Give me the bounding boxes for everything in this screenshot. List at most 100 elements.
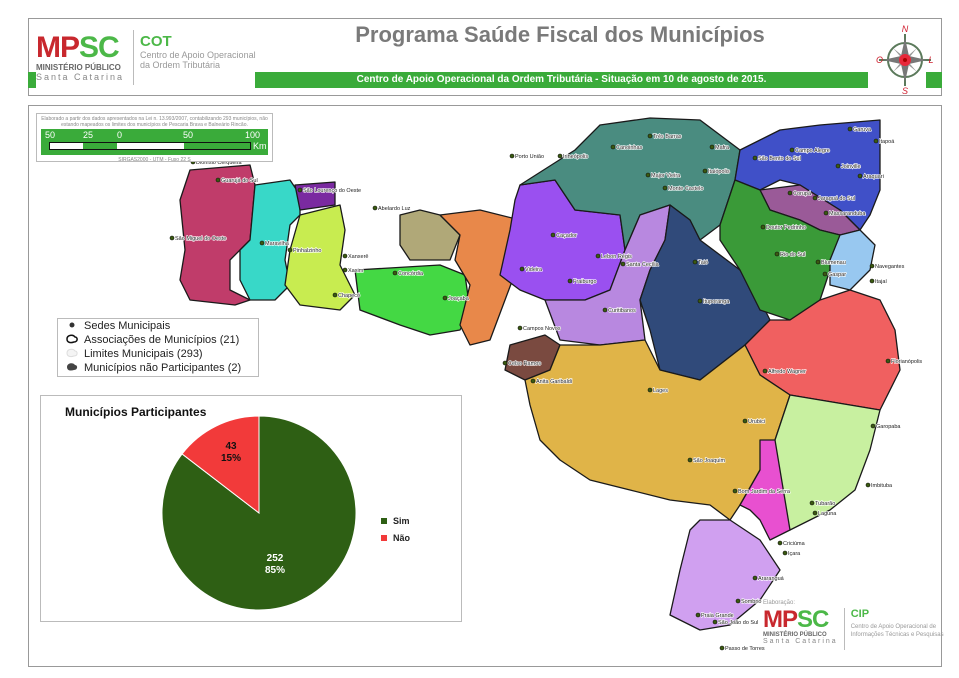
city-marker[interactable]: Anita Garibaldi xyxy=(530,378,573,386)
city-marker[interactable]: Videira xyxy=(519,266,544,274)
city-marker[interactable]: Gaspar xyxy=(822,271,847,279)
city-marker[interactable]: Itaiópolis xyxy=(702,168,731,176)
city-marker[interactable]: Imbituba xyxy=(865,482,894,490)
city-marker[interactable]: Concórdia xyxy=(392,270,425,278)
city-marker[interactable]: Pinhalzinho xyxy=(287,247,322,255)
city-marker[interactable]: Içara xyxy=(782,550,802,558)
region-foz-itajai[interactable] xyxy=(829,229,876,291)
city-marker[interactable]: Guarujá do Sul xyxy=(215,177,258,185)
city-marker[interactable]: Campo Alegre xyxy=(789,147,830,155)
city-marker[interactable]: Criciúma xyxy=(777,540,806,548)
city-label: Pinhalzinho xyxy=(293,248,321,254)
city-marker[interactable]: Lebon Régis xyxy=(595,253,633,261)
city-marker[interactable]: Curitibanos xyxy=(602,307,637,315)
city-marker[interactable]: Campos Novos xyxy=(517,325,561,333)
city-marker[interactable]: Doutor Pedrinho xyxy=(760,224,807,232)
city-marker[interactable]: Araranguá xyxy=(752,575,785,583)
city-marker[interactable]: Celso Ramos xyxy=(502,360,542,368)
sede-municipal-dot xyxy=(602,307,608,313)
city-marker[interactable]: Itajaí xyxy=(869,278,888,286)
city-marker[interactable]: Maravilha xyxy=(259,240,290,248)
city-marker[interactable]: Urubici xyxy=(742,418,766,426)
city-marker[interactable]: Mafra xyxy=(709,144,731,152)
region-noroeste-roxo[interactable] xyxy=(294,181,336,211)
city-marker[interactable]: Passo de Torres xyxy=(719,645,765,653)
pie-slice-sim xyxy=(161,415,357,611)
city-marker[interactable]: Xaxim xyxy=(342,267,364,275)
city-marker[interactable]: Corupá xyxy=(787,190,813,198)
sede-municipal-dot xyxy=(760,224,766,230)
region-meio-oeste-caqui[interactable] xyxy=(399,209,461,261)
city-marker[interactable]: São Miguel do Oeste xyxy=(169,235,227,243)
compass-n: N xyxy=(902,24,909,34)
city-marker[interactable]: Garopaba xyxy=(870,423,902,431)
pie-legend-sim: Sim xyxy=(381,516,410,526)
city-marker[interactable]: Joinville xyxy=(835,163,861,171)
sede-municipal-dot xyxy=(695,612,701,618)
city-marker[interactable]: Abelardo Luz xyxy=(372,205,411,213)
city-marker[interactable]: Irineópolis xyxy=(557,153,589,161)
city-marker[interactable]: São Lourenço do Oeste xyxy=(297,187,362,195)
city-marker[interactable]: Monte Castelo xyxy=(662,185,704,193)
city-marker[interactable]: Florianópolis xyxy=(885,358,923,366)
city-label: Chapecó xyxy=(338,293,360,299)
city-marker[interactable]: Araquari xyxy=(857,173,884,181)
city-marker[interactable]: Tubarão xyxy=(809,500,836,508)
sede-municipal-dot xyxy=(823,210,829,216)
city-marker[interactable]: Sombrio xyxy=(735,598,762,606)
city-marker[interactable]: Praia Grande xyxy=(695,612,734,620)
city-label: Fraiburgo xyxy=(573,279,597,285)
city-marker[interactable]: Caçador xyxy=(550,232,578,240)
city-marker[interactable]: Joaçaba xyxy=(442,295,470,303)
city-marker[interactable]: São Bento do Sul xyxy=(752,155,801,163)
city-marker[interactable]: Rio do Sul xyxy=(774,251,806,259)
city-marker[interactable]: Ituporanga xyxy=(697,298,731,306)
city-label: Doutor Pedrinho xyxy=(766,225,806,231)
city-marker[interactable]: Blumenau xyxy=(815,259,846,267)
city-marker[interactable]: Santa Cecília xyxy=(620,261,660,269)
city-marker[interactable]: Massaranduba xyxy=(823,210,867,218)
city-label: São Lourenço do Oeste xyxy=(303,188,361,194)
light-polygon-icon xyxy=(64,348,80,361)
unit-block: COT Centro de Apoio Operacional da Ordem… xyxy=(140,33,256,70)
region-oeste-amarelo[interactable] xyxy=(284,204,356,311)
city-marker[interactable]: Major Vieira xyxy=(645,172,682,180)
region-meio-oeste-verde[interactable] xyxy=(354,264,471,336)
sede-municipal-dot xyxy=(620,261,626,267)
city-label: Laguna xyxy=(818,511,837,517)
city-marker[interactable]: Xanxerê xyxy=(342,253,369,261)
city-label: Xanxerê xyxy=(348,254,369,260)
sede-municipal-dot xyxy=(702,168,708,174)
city-label: Criciúma xyxy=(783,541,806,547)
sede-municipal-dot xyxy=(885,358,891,364)
city-marker[interactable]: Jaraguá do Sul xyxy=(812,195,856,203)
city-marker[interactable]: Três Barras xyxy=(647,133,682,141)
city-marker[interactable]: Navegantes xyxy=(869,263,905,271)
legend-item: Municípios não Participantes (2) xyxy=(58,361,258,375)
city-marker[interactable]: Itapoá xyxy=(873,138,896,146)
city-marker[interactable]: Garuva xyxy=(847,126,873,134)
city-label: Gaspar xyxy=(828,272,846,278)
city-marker[interactable]: Porto União xyxy=(509,153,545,161)
sede-municipal-dot xyxy=(687,457,693,463)
sede-municipal-dot xyxy=(857,173,863,179)
sede-municipal-dot xyxy=(647,387,653,393)
city-marker[interactable]: Lages xyxy=(647,387,669,395)
city-label: Campos Novos xyxy=(523,326,561,332)
city-marker[interactable]: São João do Sul xyxy=(712,619,759,627)
city-marker[interactable]: Chapecó xyxy=(332,292,361,300)
sede-municipal-dot xyxy=(735,598,741,604)
city-marker[interactable]: Bom Jardim da Serra xyxy=(732,488,792,496)
region-medio-vale-itajai[interactable] xyxy=(719,179,841,321)
city-label: Araquari xyxy=(863,174,884,180)
city-marker[interactable]: Taió xyxy=(692,259,709,267)
city-label: Praia Grande xyxy=(701,613,734,619)
city-marker[interactable]: Canoinhas xyxy=(610,144,643,152)
city-marker[interactable]: Fraiburgo xyxy=(567,278,597,286)
city-marker[interactable]: Laguna xyxy=(812,510,838,518)
region-extremo-sul[interactable] xyxy=(669,519,781,631)
city-marker[interactable]: São Joaquim xyxy=(687,457,726,465)
region-carbonifera[interactable] xyxy=(739,439,791,541)
city-marker[interactable]: Alfredo Wagner xyxy=(762,368,807,376)
